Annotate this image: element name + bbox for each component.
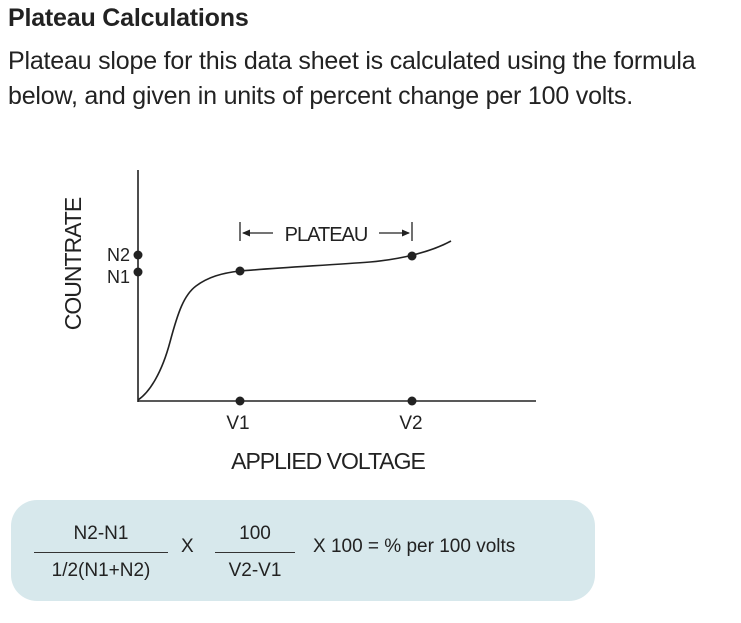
x-axis-title: APPLIED VOLTAGE [231,448,425,474]
fraction-counts-numerator: N2-N1 [73,523,129,544]
fraction-counts-denominator: 1/2(N1+N2) [51,560,151,581]
n1-axis-point [133,267,143,277]
section-title: Plateau Calculations [8,4,249,32]
fraction-voltage-denominator: V2-V1 [228,560,282,581]
fraction-counts: N2-N1 1/2(N1+N2) [34,523,168,582]
n1-label: N1 [107,267,130,287]
n2-label: N2 [107,245,130,265]
v2-label: V2 [399,413,422,434]
countrate-curve [137,240,452,401]
n2-axis-point [133,250,143,260]
formula-tail: X 100 = % per 100 volts [313,536,516,557]
fraction-voltage-bar [215,552,295,553]
v1-axis-point [235,396,245,406]
y-axis-title: COUNTRATE [60,197,86,330]
fraction-counts-bar [34,552,168,553]
formula-box [11,500,595,601]
fraction-voltage: 100 V2-V1 [215,523,295,582]
fraction-voltage-numerator: 100 [239,523,271,544]
plateau-left-arrowhead [242,229,250,237]
plateau-label: PLATEAU [285,224,368,246]
multiply-sign: X [181,536,194,557]
v1-curve-point [235,266,245,276]
plateau-right-arrowhead [402,229,410,237]
v2-curve-point [407,251,417,261]
v2-axis-point [407,396,417,406]
intro-paragraph: Plateau slope for this data sheet is cal… [8,47,696,110]
v1-label: V1 [226,413,249,434]
